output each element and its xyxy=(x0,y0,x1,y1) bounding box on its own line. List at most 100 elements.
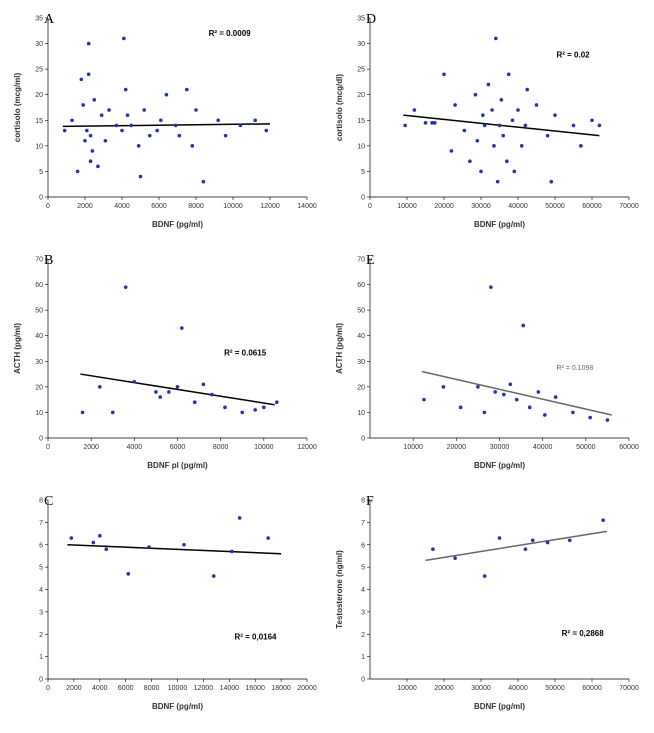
svg-text:4: 4 xyxy=(361,587,365,594)
svg-text:6000: 6000 xyxy=(151,203,167,210)
svg-text:10000: 10000 xyxy=(397,203,417,210)
svg-text:8000: 8000 xyxy=(188,203,204,210)
svg-text:10: 10 xyxy=(357,143,365,150)
panel-letter: C xyxy=(44,494,53,510)
svg-text:40000: 40000 xyxy=(508,203,528,210)
svg-text:8000: 8000 xyxy=(213,444,229,451)
svg-text:5: 5 xyxy=(39,565,43,572)
svg-text:10000: 10000 xyxy=(254,444,274,451)
svg-text:16000: 16000 xyxy=(245,685,265,692)
svg-text:20000: 20000 xyxy=(447,444,467,451)
svg-text:50000: 50000 xyxy=(576,444,596,451)
svg-text:BDNF (pg/ml): BDNF (pg/ml) xyxy=(474,220,525,229)
svg-text:7: 7 xyxy=(361,520,365,527)
svg-text:20000: 20000 xyxy=(434,685,454,692)
svg-text:60: 60 xyxy=(35,282,43,289)
svg-text:0: 0 xyxy=(39,677,43,684)
panel-letter: B xyxy=(44,253,53,269)
svg-text:6000: 6000 xyxy=(170,444,186,451)
svg-text:R² = 0.1098: R² = 0.1098 xyxy=(556,365,593,372)
svg-text:BDNF (pg/ml): BDNF (pg/ml) xyxy=(474,702,525,711)
svg-text:0: 0 xyxy=(46,203,50,210)
panel-letter: F xyxy=(366,494,374,510)
svg-text:0: 0 xyxy=(368,203,372,210)
panel-D: D010000200003000040000500006000070000051… xyxy=(332,8,644,241)
svg-text:2000: 2000 xyxy=(83,444,99,451)
svg-text:7: 7 xyxy=(39,520,43,527)
svg-text:5: 5 xyxy=(361,565,365,572)
svg-text:R² = 0.02: R² = 0.02 xyxy=(556,50,590,59)
svg-text:2000: 2000 xyxy=(66,685,82,692)
svg-text:R² = 0,2868: R² = 0,2868 xyxy=(562,629,605,638)
panel-B: B020004000600080001000012000010203040506… xyxy=(10,249,322,482)
svg-text:8000: 8000 xyxy=(144,685,160,692)
svg-text:40000: 40000 xyxy=(508,685,528,692)
chart-D: 0100002000030000400005000060000700000510… xyxy=(332,8,639,233)
svg-text:R² = 0,0164: R² = 0,0164 xyxy=(234,633,277,642)
svg-text:14000: 14000 xyxy=(297,203,317,210)
svg-text:3: 3 xyxy=(361,609,365,616)
svg-text:4000: 4000 xyxy=(92,685,108,692)
svg-text:50: 50 xyxy=(357,308,365,315)
svg-text:ACTH (pg/ml): ACTH (pg/ml) xyxy=(13,323,22,374)
svg-text:12000: 12000 xyxy=(297,444,317,451)
svg-text:20: 20 xyxy=(35,384,43,391)
svg-text:5: 5 xyxy=(361,169,365,176)
svg-text:2: 2 xyxy=(39,632,43,639)
svg-text:2: 2 xyxy=(361,632,365,639)
svg-text:0: 0 xyxy=(46,444,50,451)
svg-text:25: 25 xyxy=(357,67,365,74)
svg-text:0: 0 xyxy=(46,685,50,692)
chart-F: 1000020000300004000050000600007000001234… xyxy=(332,490,639,715)
svg-text:70000: 70000 xyxy=(619,685,639,692)
svg-text:60: 60 xyxy=(357,282,365,289)
chart-C: 0 2000 4000 6000 8000 10000 12000 14000 16000 1 8 0… xyxy=(10,490,317,715)
panel-A: A020004000600080001000012000140000510152… xyxy=(10,8,322,241)
svg-text:10000: 10000 xyxy=(168,685,188,692)
svg-text:20000: 20000 xyxy=(297,685,317,692)
svg-text:20: 20 xyxy=(357,92,365,99)
svg-text:1: 1 xyxy=(39,654,43,661)
panel-letter: A xyxy=(44,12,54,28)
svg-text:60000: 60000 xyxy=(619,444,639,451)
svg-text:50000: 50000 xyxy=(545,203,565,210)
svg-text:50000: 50000 xyxy=(545,685,565,692)
svg-text:8: 8 xyxy=(39,498,43,505)
panel-F: F100002000030000400005000060000700000123… xyxy=(332,490,644,723)
panel-E: E100002000030000400005000060000010203040… xyxy=(332,249,644,482)
svg-text:R² = 0.0009: R² = 0.0009 xyxy=(209,29,252,38)
svg-text:0: 0 xyxy=(39,436,43,443)
svg-text:60000: 60000 xyxy=(582,685,602,692)
svg-text:12000: 12000 xyxy=(260,203,280,210)
panel-letter: E xyxy=(366,253,375,269)
svg-text:30000: 30000 xyxy=(490,444,510,451)
chart-E: 1000020000300004000050000600000102030405… xyxy=(332,249,639,474)
svg-text:0: 0 xyxy=(361,436,365,443)
svg-text:35: 35 xyxy=(357,16,365,23)
svg-text:40000: 40000 xyxy=(533,444,553,451)
svg-text:30: 30 xyxy=(357,41,365,48)
svg-text:10000: 10000 xyxy=(403,444,423,451)
svg-text:cortisolo (mcg/dl): cortisolo (mcg/dl) xyxy=(335,74,344,141)
svg-text:ACTH (pg/ml): ACTH (pg/ml) xyxy=(335,323,344,374)
svg-text:30: 30 xyxy=(357,359,365,366)
svg-text:4000: 4000 xyxy=(127,444,143,451)
svg-text:10000: 10000 xyxy=(397,685,417,692)
svg-text:R² = 0.0615: R² = 0.0615 xyxy=(224,349,267,358)
svg-text:BDNF (pg/ml): BDNF (pg/ml) xyxy=(152,702,203,711)
svg-text:10000: 10000 xyxy=(223,203,243,210)
svg-text:4000: 4000 xyxy=(114,203,130,210)
svg-text:20: 20 xyxy=(357,384,365,391)
svg-text:60000: 60000 xyxy=(582,203,602,210)
svg-text:30: 30 xyxy=(35,359,43,366)
svg-text:Testosterone (ng/ml): Testosterone (ng/ml) xyxy=(335,550,344,629)
svg-text:6: 6 xyxy=(39,542,43,549)
svg-text:6000: 6000 xyxy=(118,685,134,692)
svg-text:14000: 14000 xyxy=(220,685,240,692)
panel-grid: A020004000600080001000012000140000510152… xyxy=(0,0,654,733)
svg-text:1: 1 xyxy=(361,654,365,661)
svg-text:30: 30 xyxy=(35,41,43,48)
panel-C: C 0 2000 4000 6000 8000 10000 12000 14000 16000 1 8… xyxy=(10,490,322,723)
svg-text:12000: 12000 xyxy=(194,685,214,692)
svg-text:2000: 2000 xyxy=(77,203,93,210)
